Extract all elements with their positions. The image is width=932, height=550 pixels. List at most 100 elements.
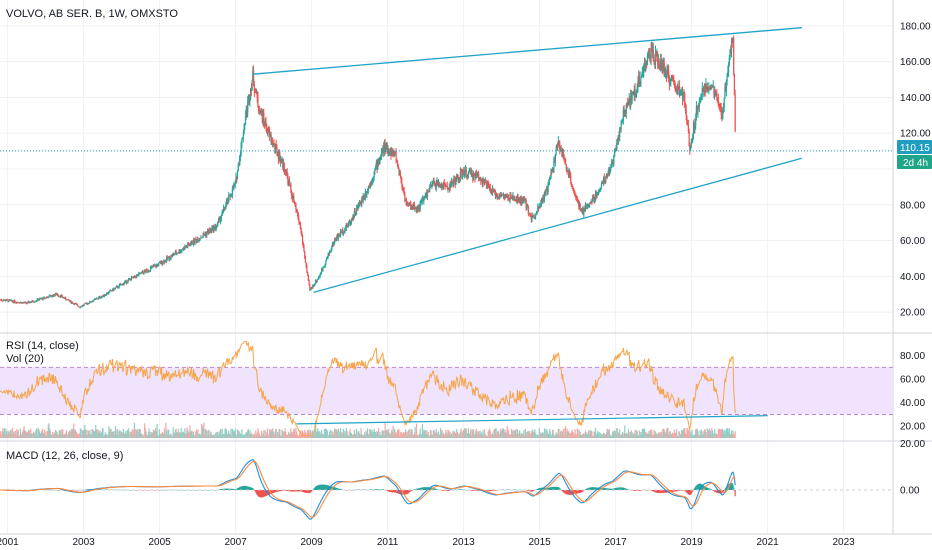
volume-bar bbox=[592, 435, 594, 438]
price-candle bbox=[481, 180, 483, 185]
rsi-trendline bbox=[296, 415, 768, 425]
price-candle bbox=[262, 113, 264, 123]
volume-bar bbox=[153, 430, 155, 438]
volume-bar bbox=[305, 435, 307, 438]
price-candle bbox=[425, 192, 427, 196]
price-candle bbox=[679, 86, 681, 96]
price-candle bbox=[220, 215, 223, 219]
volume-bar bbox=[387, 431, 389, 438]
volume-bar bbox=[293, 429, 295, 438]
volume-bar bbox=[147, 432, 149, 438]
price-candle bbox=[309, 285, 311, 291]
volume-bar bbox=[221, 428, 223, 438]
price-candle bbox=[524, 198, 526, 201]
price-candle bbox=[271, 139, 273, 143]
volume-bar bbox=[236, 435, 238, 438]
price-candle bbox=[362, 195, 364, 201]
price-candle bbox=[475, 172, 478, 175]
volume-bar bbox=[429, 429, 432, 438]
macd-histogram-bar bbox=[672, 490, 674, 492]
volume-bar bbox=[208, 429, 210, 438]
volume-bar bbox=[220, 428, 222, 438]
volume-bar bbox=[451, 433, 453, 438]
macd-histogram-bar bbox=[559, 488, 561, 490]
volume-bar bbox=[82, 429, 84, 438]
macd-histogram-bar bbox=[691, 490, 693, 493]
volume-bar bbox=[523, 430, 525, 438]
volume-bar bbox=[597, 430, 599, 438]
price-candle bbox=[328, 251, 331, 255]
price-candle bbox=[107, 293, 109, 295]
volume-bar bbox=[655, 433, 657, 438]
volume-bar bbox=[1, 431, 3, 438]
price-candle bbox=[105, 294, 107, 296]
price-candle bbox=[111, 288, 114, 291]
price-candle bbox=[559, 142, 561, 150]
price-candle bbox=[412, 207, 414, 209]
volume-bar bbox=[130, 431, 132, 438]
volume-title: Vol (20) bbox=[6, 353, 44, 365]
price-candle bbox=[87, 303, 90, 304]
price-candle bbox=[585, 205, 587, 209]
macd-histogram-bar bbox=[332, 486, 334, 490]
price-candle bbox=[515, 199, 517, 201]
price-candle bbox=[485, 179, 487, 184]
volume-bar bbox=[70, 431, 72, 438]
volume-bar bbox=[368, 435, 370, 438]
volume-bar bbox=[342, 428, 345, 438]
volume-bar bbox=[62, 429, 64, 438]
macd-histogram-bar bbox=[569, 490, 571, 495]
macd-histogram-bar bbox=[242, 486, 244, 490]
volume-bar bbox=[539, 434, 541, 438]
price-candle bbox=[513, 197, 516, 201]
price-candle bbox=[288, 179, 290, 185]
macd-histogram-bar bbox=[318, 484, 320, 490]
price-candle bbox=[537, 205, 540, 209]
price-candle bbox=[195, 239, 197, 240]
macd-histogram-bar bbox=[410, 490, 413, 491]
price-candle bbox=[447, 188, 449, 190]
volume-bar bbox=[126, 429, 128, 438]
volume-bar bbox=[719, 430, 722, 438]
price-candle bbox=[198, 240, 200, 242]
price-candle bbox=[588, 204, 590, 206]
macd-histogram-bar bbox=[572, 490, 574, 495]
macd-histogram-bar bbox=[382, 489, 384, 490]
price-candle bbox=[458, 179, 460, 181]
price-candle bbox=[677, 85, 679, 95]
macd-histogram-bar bbox=[421, 487, 423, 490]
price-candle bbox=[84, 303, 86, 305]
price-candle bbox=[541, 200, 543, 204]
price-candle bbox=[217, 221, 219, 226]
volume-bar bbox=[334, 430, 337, 438]
price-candle bbox=[163, 260, 165, 263]
time-axis[interactable]: 2001200320052007200920112013201520172019… bbox=[0, 537, 855, 548]
volume-bar bbox=[521, 433, 523, 438]
price-candle bbox=[75, 303, 77, 305]
price-candle bbox=[459, 177, 461, 181]
volume-bar bbox=[478, 434, 480, 438]
price-candle bbox=[573, 189, 575, 195]
price-candle bbox=[666, 69, 668, 77]
volume-bar bbox=[396, 433, 398, 438]
volume-bar bbox=[331, 430, 333, 438]
volume-bar bbox=[457, 434, 459, 438]
macd-histogram-bar bbox=[261, 490, 263, 498]
price-axis[interactable]: 20.0040.0060.0080.00120.00140.00160.0018… bbox=[900, 21, 931, 496]
price-candle bbox=[101, 296, 103, 297]
volume-bar bbox=[453, 430, 455, 438]
price-candle bbox=[442, 181, 445, 189]
macd-histogram-bar bbox=[228, 488, 230, 490]
macd-histogram-bar bbox=[416, 488, 418, 490]
volume-bar bbox=[282, 431, 285, 438]
price-candle bbox=[431, 184, 433, 187]
volume-bar bbox=[271, 429, 273, 438]
macd-histogram-bar bbox=[288, 490, 290, 492]
volume-bar bbox=[236, 429, 239, 438]
trendlines[interactable] bbox=[0, 27, 893, 425]
macd-histogram-bar bbox=[722, 490, 724, 493]
volume-bar bbox=[530, 430, 532, 438]
price-candle bbox=[128, 279, 130, 280]
macd-histogram-bar bbox=[231, 488, 233, 490]
